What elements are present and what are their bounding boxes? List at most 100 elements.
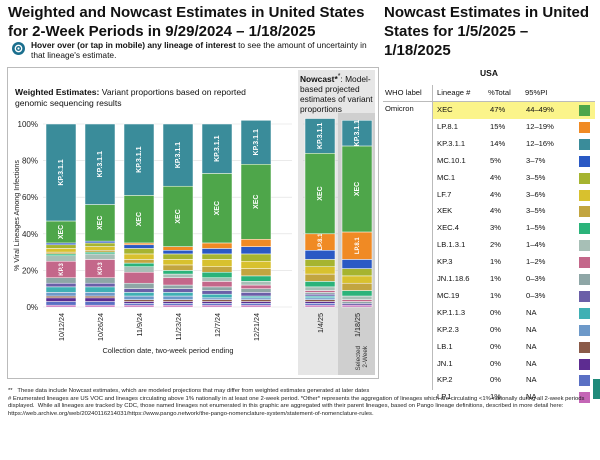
bar-segment[interactable] — [341, 282, 373, 291]
bar-segment[interactable] — [304, 273, 336, 282]
bar-segment[interactable] — [45, 242, 77, 246]
bar-segment[interactable] — [84, 250, 116, 253]
bar-segment[interactable] — [341, 120, 373, 147]
bar-segment[interactable] — [341, 303, 373, 306]
table-row[interactable]: MC.1 4% 3–5% — [383, 170, 595, 187]
bar-segment[interactable] — [240, 301, 272, 304]
bar-segment[interactable] — [84, 253, 116, 260]
bar-segment[interactable] — [162, 295, 194, 300]
bar-segment[interactable] — [123, 295, 155, 300]
bar-segment[interactable] — [84, 123, 116, 205]
bar-segment[interactable] — [84, 242, 116, 247]
bar-segment[interactable] — [240, 297, 272, 300]
table-row[interactable]: XEC 47% 44–49% — [433, 102, 595, 119]
bar-segment[interactable] — [123, 282, 155, 289]
table-row[interactable]: LB.1 0% NA — [383, 339, 595, 356]
bar-segment[interactable] — [240, 299, 272, 302]
bar-segment[interactable] — [304, 299, 336, 302]
bar-segment[interactable] — [240, 268, 272, 277]
bar-segment[interactable] — [123, 288, 155, 293]
bar-segment[interactable] — [201, 266, 233, 273]
bar-segment[interactable] — [162, 299, 194, 302]
bar-segment[interactable] — [84, 204, 116, 242]
bar-segment[interactable] — [341, 299, 373, 302]
bar-segment[interactable] — [201, 259, 233, 267]
bar-segment[interactable] — [341, 231, 373, 260]
bar-segment[interactable] — [123, 248, 155, 255]
table-row[interactable]: KP.3.1.1 14% 12–16% — [383, 136, 595, 153]
table-row[interactable]: KP.1.1.3 0% NA — [383, 305, 595, 322]
bar-segment[interactable] — [304, 266, 336, 275]
bar-segment[interactable] — [45, 292, 77, 297]
bar-segment[interactable] — [123, 299, 155, 302]
bar-segment[interactable] — [240, 292, 272, 297]
bar-segment[interactable] — [123, 123, 155, 196]
table-row[interactable]: XEK 4% 3–5% — [383, 203, 595, 220]
bar-segment[interactable] — [123, 244, 155, 249]
bar-segment[interactable] — [162, 250, 194, 255]
table-row[interactable]: MC.10.1 5% 3–7% — [383, 153, 595, 170]
bar-segment[interactable] — [45, 255, 77, 262]
bar-segment[interactable] — [162, 123, 194, 187]
bar-segment[interactable] — [304, 290, 336, 293]
bar-segment[interactable] — [240, 120, 272, 165]
bar-segment[interactable] — [240, 295, 272, 299]
bar-segment[interactable] — [84, 240, 116, 244]
bar-segment[interactable] — [45, 301, 77, 306]
bar-segment[interactable] — [84, 301, 116, 306]
bar-segment[interactable] — [240, 253, 272, 262]
bar-segment[interactable] — [304, 153, 336, 235]
bar-segment[interactable] — [162, 288, 194, 293]
bar-segment[interactable] — [84, 297, 116, 302]
bar-segment[interactable] — [45, 286, 77, 293]
side-scroll-tab[interactable] — [593, 379, 600, 399]
bar-segment[interactable] — [201, 303, 233, 306]
bar-segment[interactable] — [201, 293, 233, 299]
bar-segment[interactable] — [162, 253, 194, 260]
bar-segment[interactable] — [162, 259, 194, 266]
bar-segment[interactable] — [162, 185, 194, 247]
bar-segment[interactable] — [240, 261, 272, 269]
bar-segment[interactable] — [304, 303, 336, 306]
table-row[interactable]: KP.2.3 0% NA — [383, 322, 595, 339]
table-row[interactable]: JN.1 0% NA — [383, 356, 595, 373]
bar-segment[interactable] — [45, 282, 77, 288]
bar-segment[interactable] — [240, 164, 272, 240]
bar-segment[interactable] — [162, 301, 194, 304]
bar-segment[interactable] — [123, 301, 155, 304]
bar-segment[interactable] — [45, 248, 77, 253]
bar-segment[interactable] — [84, 286, 116, 293]
bar-segment[interactable] — [201, 290, 233, 295]
table-row[interactable]: XEC.4 3% 1–5% — [383, 220, 595, 237]
bar-segment[interactable] — [201, 304, 233, 308]
bar-segment[interactable] — [84, 295, 116, 299]
bar-segment[interactable] — [45, 251, 77, 255]
table-row[interactable]: LP.8.1 15% 12–19% — [383, 119, 595, 136]
bar-segment[interactable] — [341, 259, 373, 269]
bar-segment[interactable] — [304, 304, 336, 308]
bar-segment[interactable] — [240, 304, 272, 308]
bar-segment[interactable] — [45, 253, 77, 257]
bar-segment[interactable] — [162, 270, 194, 275]
bar-segment[interactable] — [201, 301, 233, 304]
bar-segment[interactable] — [201, 286, 233, 291]
bar-segment[interactable] — [240, 284, 272, 289]
bar-segment[interactable] — [341, 301, 373, 304]
bar-segment[interactable] — [162, 277, 194, 286]
bar-segment[interactable] — [240, 239, 272, 247]
bar-segment[interactable] — [304, 295, 336, 299]
bar-segment[interactable] — [162, 303, 194, 306]
bar-segment[interactable] — [84, 251, 116, 255]
bar-segment[interactable] — [341, 304, 373, 308]
bar-segment[interactable] — [201, 299, 233, 302]
bar-segment[interactable] — [304, 281, 336, 288]
bar-segment[interactable] — [304, 286, 336, 291]
bar-segment[interactable] — [341, 145, 373, 233]
bar-segment[interactable] — [123, 242, 155, 246]
bar-segment[interactable] — [304, 250, 336, 260]
bar-segment[interactable] — [123, 262, 155, 267]
bar-segment[interactable] — [45, 297, 77, 302]
bar-segment[interactable] — [45, 295, 77, 299]
bar-segment[interactable] — [45, 304, 77, 308]
